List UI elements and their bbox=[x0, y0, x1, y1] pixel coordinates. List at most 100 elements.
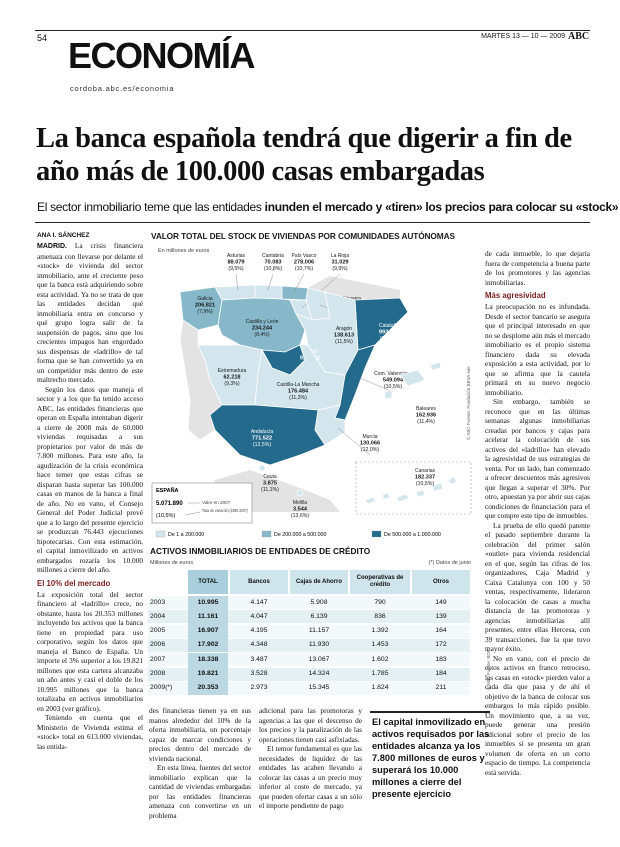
paragraph: La prueba de ello quedó patente el pasad… bbox=[485, 521, 590, 654]
headline: La banca española tendrá que digerir a f… bbox=[36, 123, 572, 187]
table-value: 1.785 bbox=[371, 670, 389, 677]
row-bg bbox=[148, 667, 470, 681]
paragraph: des financieras tienen ya en sus manos a… bbox=[149, 706, 251, 763]
table-value: 17.902 bbox=[188, 638, 228, 653]
table-title: ACTIVOS INMOBILIARIOS DE ENTIDADES DE CR… bbox=[150, 546, 371, 556]
region bbox=[296, 489, 304, 497]
text-column: des financieras tienen ya en sus manos a… bbox=[149, 706, 251, 845]
region-value: 31.029 bbox=[331, 260, 348, 266]
row-bg bbox=[148, 610, 470, 624]
row-year: 2009(*) bbox=[150, 684, 173, 692]
region-name: Aragón bbox=[336, 326, 352, 332]
region-value: 138.613 bbox=[334, 333, 354, 339]
region-change: (10,5%) bbox=[416, 481, 434, 487]
legend-label: De 500.000 a 1.000.000 bbox=[384, 532, 441, 538]
region-name: Asturias bbox=[227, 253, 246, 259]
pull-quote: El capital inmovilizado en activos requi… bbox=[372, 717, 490, 799]
leader-line bbox=[267, 273, 274, 291]
column-header: Bancos bbox=[230, 570, 288, 594]
text-column: adicional para las promotoras y agencias… bbox=[259, 706, 362, 845]
row-bg bbox=[148, 638, 470, 652]
region-change: (7,9%) bbox=[197, 309, 213, 315]
region-change: (12,5%) bbox=[253, 442, 271, 448]
paragraph: Según los datos que maneja el sector y a… bbox=[37, 385, 143, 575]
table-value: 10.995 bbox=[188, 595, 228, 610]
row-bg bbox=[148, 624, 470, 638]
total-value-note: Valor en 2007 bbox=[202, 500, 231, 505]
paragraph: Teniendo en cuenta que el Ministerio de … bbox=[37, 713, 143, 751]
region-change: (10,8%) bbox=[264, 266, 282, 272]
page-number: 54 bbox=[37, 33, 48, 43]
region-change: (13,6%) bbox=[291, 513, 309, 519]
table-value: 11.161 bbox=[188, 609, 228, 624]
legend-swatch bbox=[261, 530, 272, 538]
table-value: 3.528 bbox=[250, 670, 268, 677]
region-change: (11,1%) bbox=[261, 487, 279, 493]
logo: ABC bbox=[568, 31, 590, 42]
table-source: © ABC Fuente: BDE bbox=[486, 649, 491, 690]
row-bg bbox=[148, 653, 470, 667]
region-value: 278.006 bbox=[294, 260, 314, 266]
paragraph-text: En esta línea, fuentes del sector inmobi… bbox=[149, 763, 251, 820]
table-value: 13.067 bbox=[308, 655, 330, 663]
table-value: 1.824 bbox=[371, 684, 389, 692]
paragraph: La exposición total del sector financier… bbox=[37, 590, 143, 714]
table-value: 20.353 bbox=[188, 681, 228, 696]
paragraph-text: adicional para las promotoras y agencias… bbox=[259, 706, 362, 744]
region-value: 771.522 bbox=[252, 436, 272, 442]
table-value: 1.453 bbox=[371, 641, 389, 649]
table-value: 184 bbox=[435, 670, 447, 677]
region-value: 88.079 bbox=[227, 260, 244, 266]
row-year: 2006 bbox=[150, 641, 166, 649]
subheadline-part: inunden el mercado y «tiren» los precios… bbox=[264, 200, 619, 214]
region-value: 549.094 bbox=[383, 378, 404, 384]
region-name: Castilla y León bbox=[246, 319, 279, 325]
column-header: Cooperativas de crédito bbox=[350, 570, 410, 594]
paragraph: de cada inmueble, lo que dejaría fuera d… bbox=[485, 249, 590, 287]
table-value: 836 bbox=[374, 612, 386, 620]
region-change: (9,9%) bbox=[332, 266, 348, 272]
table-value: 18.338 bbox=[188, 652, 228, 667]
region-change: (10,5%) bbox=[384, 384, 402, 390]
top-rule bbox=[35, 30, 590, 31]
region-value: 162.936 bbox=[416, 413, 436, 419]
region-name: Castilla-La Mancha bbox=[277, 382, 320, 388]
table-value: 19.821 bbox=[188, 667, 228, 681]
table-value: 11.930 bbox=[308, 641, 330, 649]
subheadline: El sector inmobiliario teme que las enti… bbox=[37, 200, 619, 215]
subheading: El 10% del mercado bbox=[37, 578, 111, 588]
leader-line bbox=[337, 427, 371, 456]
leader-line bbox=[293, 273, 305, 293]
table-value: 2.973 bbox=[250, 684, 268, 692]
region bbox=[258, 464, 266, 472]
table-value: 5.908 bbox=[310, 598, 328, 606]
table-value: 1.392 bbox=[371, 627, 389, 635]
map-graphic: VALOR TOTAL DEL STOCK DE VIVIENDAS POR C… bbox=[148, 228, 484, 544]
region-change: (9,3%) bbox=[224, 381, 240, 387]
region-name: Baleares bbox=[416, 406, 436, 412]
table-value: 15.345 bbox=[308, 684, 330, 692]
region-value: 3.875 bbox=[263, 481, 277, 487]
region bbox=[364, 476, 458, 505]
table-value: 4.195 bbox=[250, 627, 268, 635]
region-value: 234.244 bbox=[252, 326, 273, 332]
quote-rule bbox=[370, 711, 490, 713]
region bbox=[384, 361, 442, 400]
paragraph-text: Sin embargo, también se reconoce que en … bbox=[485, 397, 590, 520]
paragraph: En esta línea, fuentes del sector inmobi… bbox=[149, 763, 251, 820]
paragraph-text: des financieras tienen ya en sus manos a… bbox=[149, 706, 251, 763]
region-name: Andalucía bbox=[251, 429, 273, 435]
region-change: (8,4%) bbox=[254, 332, 270, 338]
sub-rule bbox=[35, 222, 590, 223]
map-title: VALOR TOTAL DEL STOCK DE VIVIENDAS POR C… bbox=[151, 230, 455, 241]
region bbox=[209, 404, 326, 466]
paragraph: MADRID. La crisis financiera amenaza con… bbox=[37, 241, 143, 385]
region-value: 62.218 bbox=[223, 375, 240, 381]
row-year: 2003 bbox=[150, 598, 166, 606]
region-value: 993.395 bbox=[379, 330, 399, 336]
region-value: 182.337 bbox=[415, 475, 435, 481]
region-name: Com. Valenciana bbox=[374, 371, 412, 377]
dateline: MADRID. bbox=[37, 243, 67, 250]
region-name: Melilla bbox=[293, 500, 307, 506]
